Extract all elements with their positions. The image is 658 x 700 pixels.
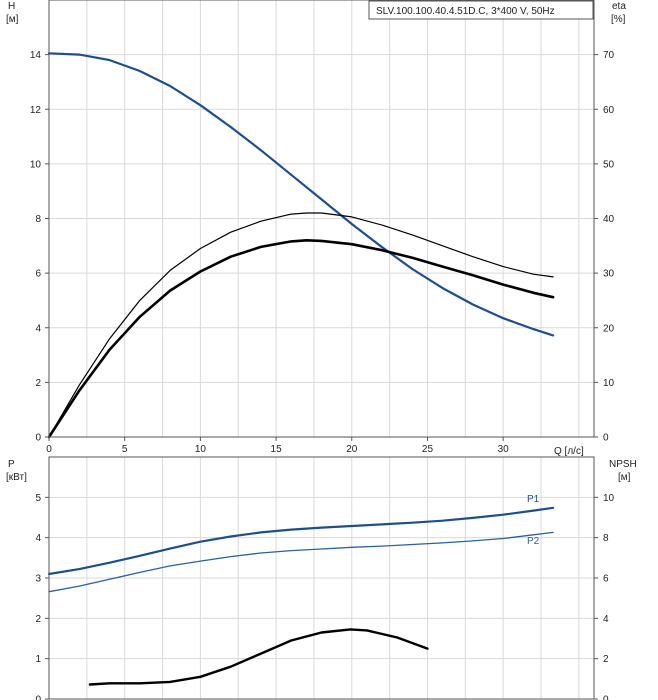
bottom-left-tick-label: 3 [35,574,41,585]
bottom-series-line-1 [48,531,554,593]
top-left-tick-label: 2 [35,378,41,389]
top-left-tick-label: 0 [35,433,41,444]
top-right-tick-label: 50 [603,159,615,170]
top-left-axis-label: H [8,1,15,12]
x-tick-label: 25 [422,444,434,455]
top-series-line-1 [48,212,554,438]
top-left-axis-unit: [м] [6,14,19,25]
bottom-left-tick-label: 1 [35,654,41,665]
bottom-right-axis-label: NPSH [609,459,637,470]
axis-ticks: 0246810121401020304050607001234502468100… [30,50,615,700]
top-right-tick-label: 60 [603,105,615,116]
top-right-tick-label: 0 [603,433,609,444]
top-right-axis-label: eta [612,1,626,12]
top-left-tick-label: 14 [30,50,42,61]
title-box [368,0,594,20]
top-chart-grid [49,0,594,437]
bottom-right-tick-label: 6 [603,574,609,585]
bottom-series-line-0 [47,506,555,576]
top-right-tick-label: 30 [603,269,615,280]
x-tick-label: 30 [498,444,510,455]
p2-series-label: P2 [527,536,540,547]
bottom-left-tick-label: 2 [35,614,41,625]
bottom-right-tick-label: 4 [603,614,609,625]
bottom-right-tick-label: 10 [603,493,615,504]
top-left-tick-label: 12 [30,105,42,116]
bottom-chart-grid [49,457,594,699]
x-tick-label: 5 [122,444,128,455]
top-right-tick-label: 10 [603,378,615,389]
bottom-left-tick-label: 0 [35,695,41,700]
x-tick-label: 0 [46,444,52,455]
bottom-left-axis-unit: [кВт] [6,472,27,483]
bottom-series-line-2 [88,628,429,686]
top-right-tick-label: 70 [603,50,615,61]
top-chart-series [47,52,555,439]
bottom-left-tick-label: 5 [35,493,41,504]
bottom-right-tick-label: 2 [603,654,609,665]
p1-series-label: P1 [527,494,540,505]
top-left-tick-label: 10 [30,159,42,170]
top-right-tick-label: 20 [603,323,615,334]
top-series-line-0 [47,52,555,337]
bottom-right-axis-unit: [м] [618,472,631,483]
chart-title: SLV.100.100.40.4.51D.C, 3*400 V, 50Hz [376,6,555,17]
x-tick-label: 15 [271,444,283,455]
top-right-tick-label: 40 [603,214,615,225]
top-left-tick-label: 6 [35,269,41,280]
bottom-right-tick-label: 8 [603,533,609,544]
bottom-chart-series [47,506,555,686]
bottom-right-tick-label: 0 [603,695,609,700]
top-series-line-2 [47,239,555,439]
bottom-chart-frame [48,456,595,700]
top-left-tick-label: 8 [35,214,41,225]
top-left-tick-label: 4 [35,323,41,334]
top-right-axis-unit: [%] [611,14,626,25]
bottom-left-axis-label: P [8,459,15,470]
x-tick-label: 10 [195,444,207,455]
top-chart-frame [48,0,595,438]
x-axis-label: Q [л/с] [554,446,584,457]
bottom-left-tick-label: 4 [35,533,41,544]
x-tick-label: 20 [346,444,358,455]
